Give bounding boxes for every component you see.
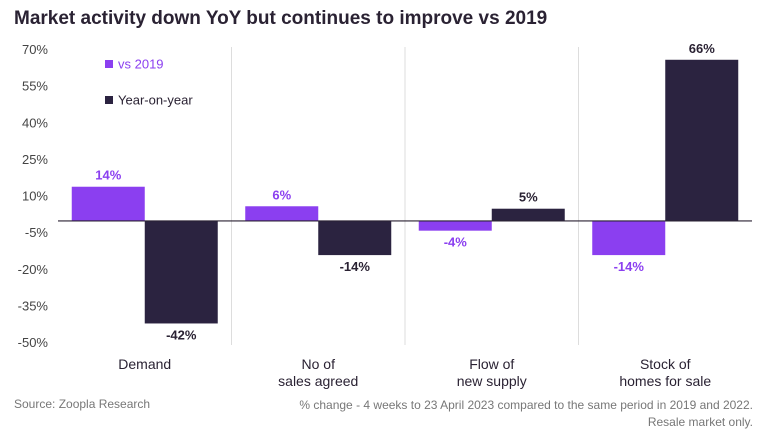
source-note: Source: Zoopla Research [14, 397, 151, 411]
bar [491, 208, 565, 221]
bar [318, 220, 392, 256]
data-label: 6% [272, 187, 291, 202]
y-tick-label: -50% [18, 335, 49, 350]
bar [71, 186, 145, 221]
y-tick-label: -20% [18, 262, 49, 277]
footnote-line: % change - 4 weeks to 23 April 2023 comp… [299, 398, 753, 412]
footnote-line: Resale market only. [647, 415, 753, 429]
bar [144, 220, 218, 324]
x-category-label: homes for sale [619, 373, 711, 389]
y-tick-label: 55% [22, 79, 48, 94]
x-category-label: sales agreed [278, 373, 358, 389]
bar [418, 220, 492, 231]
x-category-label: new supply [457, 373, 527, 389]
bar [592, 220, 666, 256]
y-tick-label: 40% [22, 115, 48, 130]
data-label: -42% [166, 327, 197, 342]
x-category-label: Flow of [469, 356, 514, 372]
data-label: 66% [689, 41, 715, 56]
data-label: 5% [519, 190, 538, 205]
legend-label: Year-on-year [118, 93, 193, 108]
y-tick-label: -5% [25, 225, 49, 240]
data-label: -14% [614, 259, 645, 274]
chart-title: Market activity down YoY but continues t… [14, 8, 548, 29]
x-category-label: Stock of [640, 356, 691, 372]
footnote: % change - 4 weeks to 23 April 2023 comp… [299, 397, 753, 431]
y-tick-label: 10% [22, 189, 48, 204]
legend-label: vs 2019 [118, 57, 164, 72]
y-tick-label: -35% [18, 298, 49, 313]
y-tick-label: 25% [22, 152, 48, 167]
legend-swatch [105, 60, 113, 68]
data-label: 14% [95, 168, 121, 183]
legend-swatch [105, 96, 113, 104]
data-label: -4% [444, 235, 468, 250]
bar [245, 206, 319, 221]
x-category-label: No of [302, 356, 336, 372]
x-category-label: Demand [118, 356, 171, 372]
y-tick-label: 70% [22, 42, 48, 57]
data-label: -14% [340, 259, 371, 274]
bar [665, 59, 739, 221]
